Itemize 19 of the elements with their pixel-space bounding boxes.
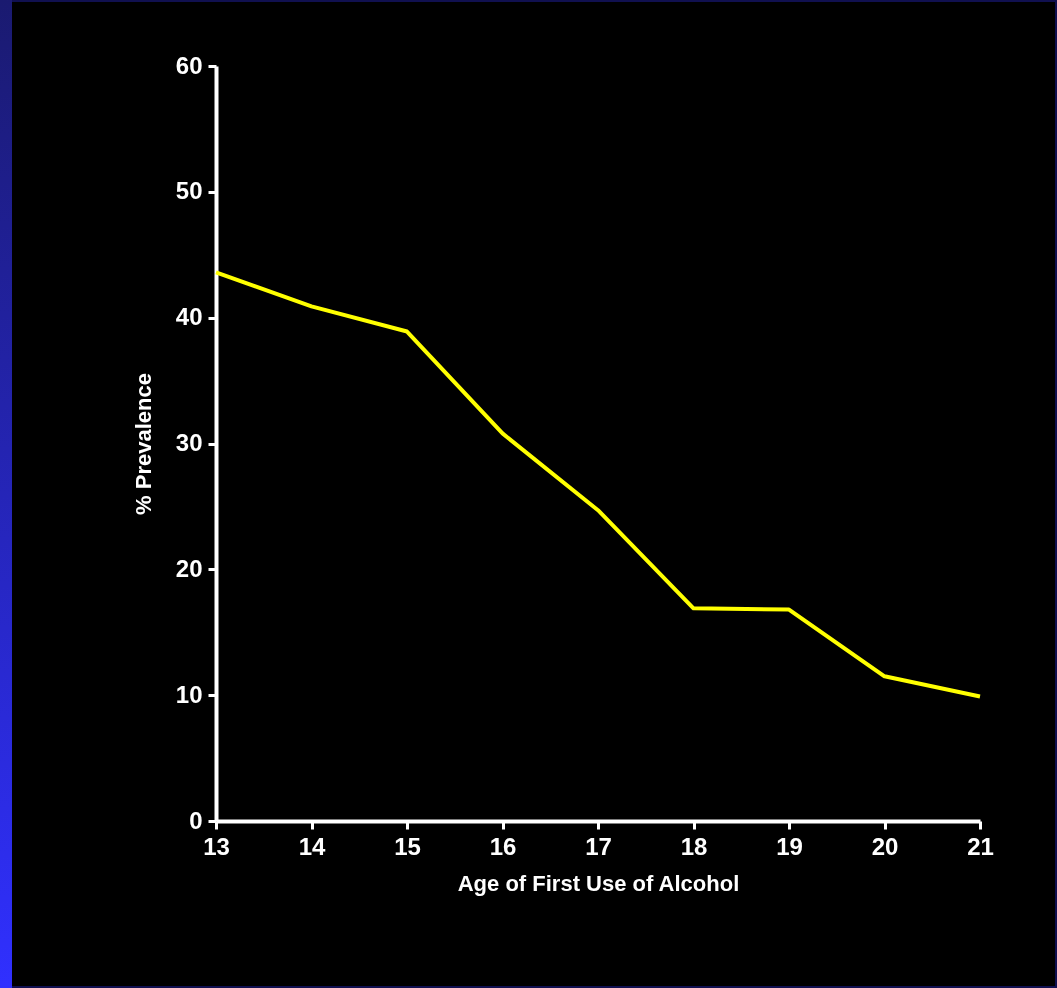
y-tick-label: 40 <box>175 303 203 331</box>
x-tick-label: 18 <box>680 832 708 860</box>
x-tick-label: 16 <box>489 832 517 860</box>
x-tick-label: 19 <box>776 832 803 860</box>
x-tick-label: 20 <box>871 832 899 860</box>
y-axis-title: % Prevalence <box>130 373 156 515</box>
y-tick-label: 50 <box>175 177 203 205</box>
line-series <box>214 270 982 699</box>
x-tick-label: 21 <box>967 832 994 860</box>
y-tick-label: 30 <box>175 429 203 456</box>
x-axis-title: Age of First Use of Alcohol <box>457 870 740 896</box>
x-tick-label: 13 <box>203 832 230 860</box>
y-tick-label: 20 <box>175 554 203 582</box>
x-tick-label: 15 <box>394 832 421 860</box>
x-tick-label: 17 <box>585 832 612 860</box>
y-tick-label: 10 <box>175 680 203 708</box>
y-tick-label: 60 <box>175 51 203 79</box>
x-tick-label: 14 <box>298 832 326 860</box>
y-tick-label: 0 <box>189 806 203 834</box>
